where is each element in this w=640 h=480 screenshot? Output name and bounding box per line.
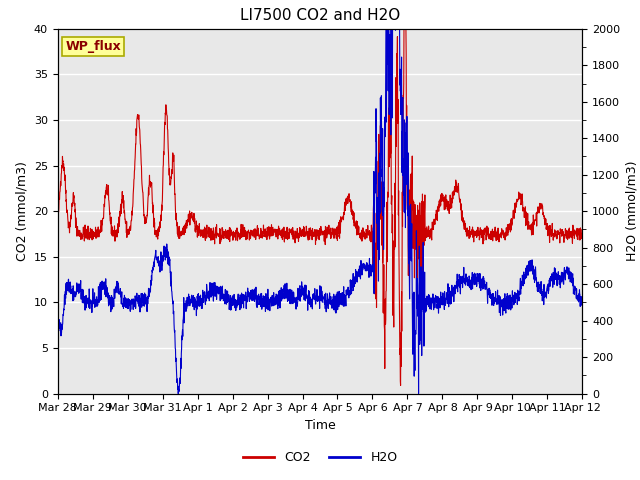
Title: LI7500 CO2 and H2O: LI7500 CO2 and H2O — [240, 9, 400, 24]
Y-axis label: H2O (mmol/m3): H2O (mmol/m3) — [626, 161, 639, 262]
Y-axis label: CO2 (mmol/m3): CO2 (mmol/m3) — [15, 161, 28, 261]
X-axis label: Time: Time — [305, 419, 335, 432]
Text: WP_flux: WP_flux — [65, 40, 121, 53]
Legend: CO2, H2O: CO2, H2O — [237, 446, 403, 469]
